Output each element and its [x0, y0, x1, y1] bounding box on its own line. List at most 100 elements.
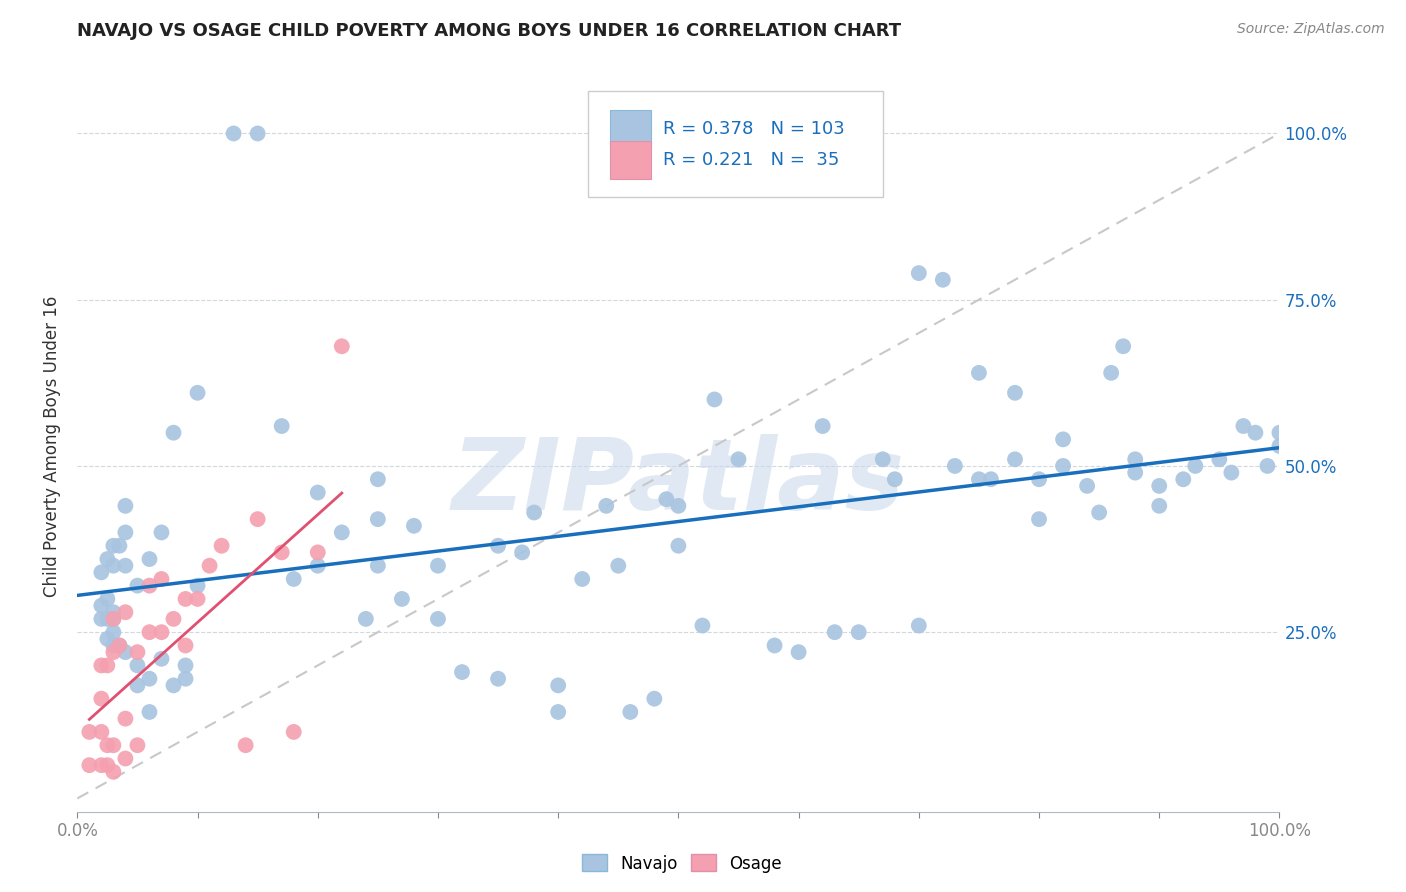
- Point: [103, 645, 125, 659]
- Point: [90, 566, 112, 580]
- Point: [668, 539, 690, 553]
- Point: [90, 599, 112, 613]
- Point: [114, 645, 136, 659]
- Point: [1149, 479, 1171, 493]
- Point: [595, 499, 617, 513]
- Point: [1244, 425, 1267, 440]
- Point: [354, 612, 377, 626]
- Point: [643, 691, 665, 706]
- Text: R = 0.221   N =  35: R = 0.221 N = 35: [662, 151, 839, 169]
- Point: [1028, 512, 1050, 526]
- Point: [307, 558, 329, 573]
- Point: [174, 639, 197, 653]
- Point: [138, 625, 160, 640]
- Point: [451, 665, 474, 679]
- Point: [391, 591, 413, 606]
- Point: [486, 672, 509, 686]
- Point: [138, 705, 160, 719]
- Point: [703, 392, 725, 407]
- Point: [150, 652, 173, 666]
- Point: [1123, 466, 1146, 480]
- Point: [932, 273, 955, 287]
- Point: [1099, 366, 1122, 380]
- Point: [127, 738, 149, 752]
- Point: [108, 639, 131, 653]
- Point: [330, 525, 353, 540]
- Point: [486, 539, 509, 553]
- Point: [763, 639, 786, 653]
- Point: [1268, 425, 1291, 440]
- Point: [96, 758, 118, 772]
- Point: [330, 339, 353, 353]
- Point: [1088, 506, 1111, 520]
- Point: [103, 639, 125, 653]
- Point: [138, 579, 160, 593]
- Point: [96, 591, 118, 606]
- Point: [90, 691, 112, 706]
- FancyBboxPatch shape: [610, 110, 651, 147]
- Point: [967, 366, 990, 380]
- Point: [114, 558, 136, 573]
- Point: [571, 572, 593, 586]
- Text: NAVAJO VS OSAGE CHILD POVERTY AMONG BOYS UNDER 16 CORRELATION CHART: NAVAJO VS OSAGE CHILD POVERTY AMONG BOYS…: [77, 22, 901, 40]
- Point: [187, 385, 209, 400]
- Point: [367, 558, 389, 573]
- Point: [1004, 385, 1026, 400]
- Point: [211, 539, 233, 553]
- Point: [980, 472, 1002, 486]
- Point: [1173, 472, 1195, 486]
- Point: [607, 558, 630, 573]
- Point: [283, 572, 305, 586]
- Point: [1220, 466, 1243, 480]
- Point: [79, 725, 101, 739]
- Point: [150, 572, 173, 586]
- Point: [668, 499, 690, 513]
- Point: [510, 545, 533, 559]
- Text: ZIPatlas: ZIPatlas: [451, 434, 905, 531]
- Point: [127, 579, 149, 593]
- Point: [1268, 439, 1291, 453]
- Point: [427, 612, 450, 626]
- Y-axis label: Child Poverty Among Boys Under 16: Child Poverty Among Boys Under 16: [44, 295, 62, 597]
- Point: [150, 525, 173, 540]
- Point: [1123, 452, 1146, 467]
- Text: Source: ZipAtlas.com: Source: ZipAtlas.com: [1237, 22, 1385, 37]
- Point: [222, 127, 245, 141]
- Point: [1004, 452, 1026, 467]
- Point: [547, 705, 569, 719]
- FancyBboxPatch shape: [610, 141, 651, 179]
- Point: [114, 712, 136, 726]
- Point: [1256, 458, 1278, 473]
- Point: [1052, 433, 1074, 447]
- Point: [787, 645, 810, 659]
- Point: [162, 612, 184, 626]
- Point: [246, 127, 269, 141]
- Point: [967, 472, 990, 486]
- Point: [103, 612, 125, 626]
- Point: [103, 612, 125, 626]
- Point: [270, 545, 292, 559]
- Point: [162, 678, 184, 692]
- Point: [108, 639, 131, 653]
- Point: [114, 525, 136, 540]
- Point: [90, 658, 112, 673]
- Point: [103, 558, 125, 573]
- Point: [908, 618, 931, 632]
- Point: [162, 425, 184, 440]
- Point: [307, 545, 329, 559]
- Point: [96, 612, 118, 626]
- Point: [270, 419, 292, 434]
- Point: [79, 758, 101, 772]
- Point: [114, 751, 136, 765]
- Point: [174, 658, 197, 673]
- Point: [187, 579, 209, 593]
- Point: [90, 758, 112, 772]
- Point: [96, 738, 118, 752]
- Point: [811, 419, 834, 434]
- Point: [655, 492, 678, 507]
- Point: [367, 472, 389, 486]
- Point: [198, 558, 221, 573]
- Point: [883, 472, 905, 486]
- Point: [114, 499, 136, 513]
- Point: [824, 625, 846, 640]
